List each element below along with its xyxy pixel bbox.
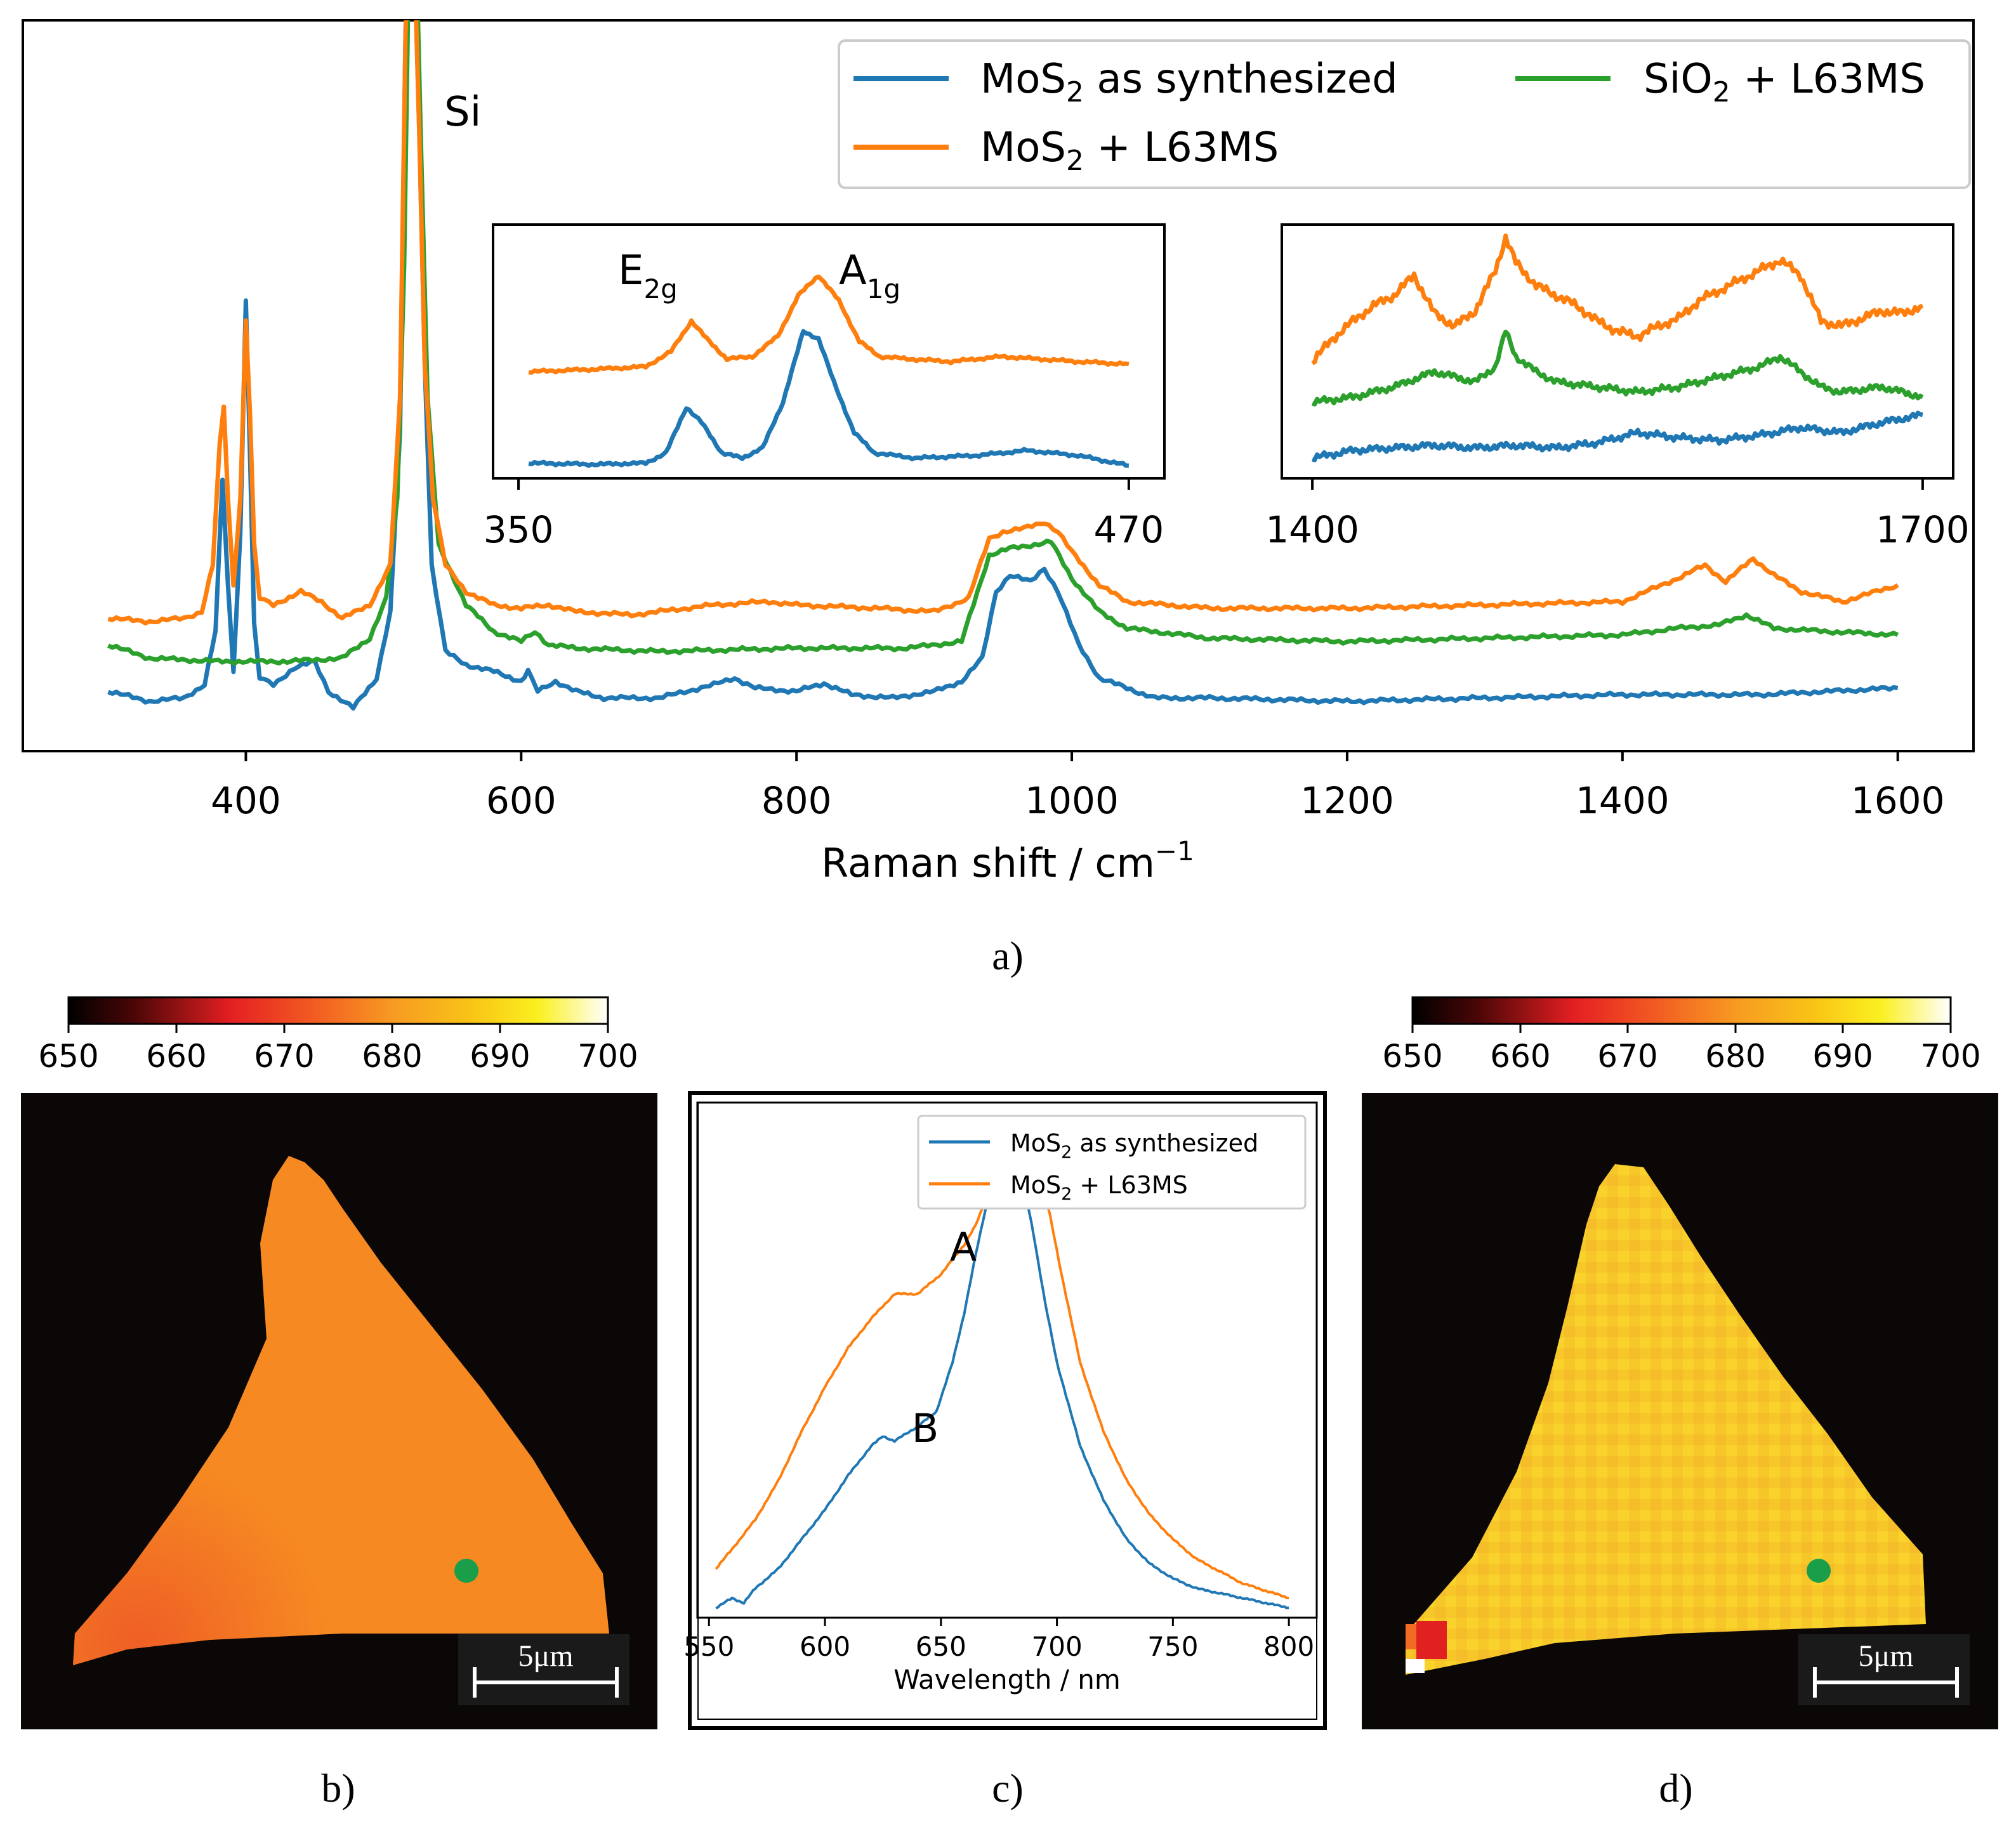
panel-d: 650 660 670 680 690 700 5μm (1362, 996, 1998, 1729)
x-tick-label: 1200 (1300, 779, 1394, 822)
caption-d: d) (1659, 1766, 1692, 1811)
si-peak-annotation: Si (444, 89, 481, 136)
caption-c: c) (992, 1766, 1024, 1811)
colorbar-label: 680 (362, 1038, 422, 1075)
map-b-corner-shading (73, 1156, 609, 1665)
panel-c-axes (696, 1101, 1318, 1619)
x-tick-label: 700 (1032, 1631, 1083, 1662)
measurement-point-dot (454, 1559, 478, 1583)
legend-c-frame (917, 1115, 1307, 1210)
legend-entry-mos2-l63ms: MoS2 + L63MS (980, 124, 1279, 177)
colorbar-label: 660 (146, 1038, 206, 1075)
x-tick-label: 600 (800, 1631, 850, 1662)
caption-a: a) (992, 933, 1024, 978)
inset-left-tick-label: 350 (484, 508, 554, 551)
x-tick-label: 800 (761, 779, 832, 822)
colorbar-label: 670 (1597, 1038, 1657, 1075)
x-axis-c: 550 600 650 700 750 800 (683, 1618, 1314, 1662)
e2g-peak-label: E2g (618, 247, 678, 305)
colorbar-label: 650 (1382, 1038, 1442, 1075)
legend-c: MoS2 as synthesized MoS2 + L63MS (917, 1115, 1307, 1210)
colorbar-b-ticks: 650 660 670 680 690 700 (38, 1024, 638, 1075)
x-tick-label: 1600 (1851, 779, 1945, 822)
colorbar-label: 690 (470, 1038, 530, 1075)
colorbar-label: 680 (1705, 1038, 1765, 1075)
map-d-flake (1406, 1164, 1926, 1675)
x-tick-label: 400 (211, 779, 281, 822)
inset-left-line-mos2-as-synthesized (528, 329, 1129, 468)
legend-entry-mos2-as-synthesized: MoS2 as synthesized (1010, 1129, 1258, 1162)
legend-frame (838, 39, 1971, 189)
colorbar-label: 670 (254, 1038, 314, 1075)
measurement-point-dot (1807, 1559, 1831, 1583)
colorbar-b (67, 996, 609, 1025)
inset-high-wavenumber: 1400 1700 (1265, 223, 1970, 551)
map-d-hotspot (1416, 1621, 1447, 1659)
map-d-hotspot-edge (1406, 1624, 1416, 1649)
peak-a-label: A (950, 1224, 977, 1270)
inset-right-tick-label: 1700 (1876, 508, 1970, 551)
x-axis-label-c: Wavelength / nm (893, 1664, 1121, 1695)
legend-entry-mos2-l63ms: MoS2 + L63MS (1010, 1171, 1188, 1204)
inset-left-line-mos2-l63ms (528, 274, 1130, 375)
x-tick-label: 1000 (1025, 779, 1119, 822)
inset-right-tick-label: 1400 (1265, 508, 1359, 551)
x-axis-label: Raman shift / cm−1 (821, 835, 1194, 886)
scalebar-d-box (1798, 1634, 1970, 1705)
scalebar-b-box (458, 1634, 629, 1705)
x-axis: 400 600 800 1000 1200 1400 1600 (211, 751, 1944, 822)
x-tick-label: 800 (1263, 1631, 1314, 1662)
x-tick-label: 600 (486, 779, 557, 822)
inset-left-tick-label: 470 (1094, 508, 1164, 551)
panel-c: A B MoS2 as synthesized MoS2 + L63MS 550… (683, 1091, 1327, 1730)
x-tick-label: 1400 (1576, 779, 1670, 822)
inset-right-line-sio2-l63ms (1312, 329, 1924, 407)
colorbar-label: 690 (1812, 1038, 1873, 1075)
panel-a: Si 400 600 800 1000 1200 1400 1600 Raman… (22, 19, 1975, 886)
inset-right-line-mos2-as-synthesized (1312, 410, 1923, 462)
series-line-mos2-l63ms (107, 20, 1899, 626)
legend-a: MoS2 as synthesized SiO2 + L63MS MoS2 + … (838, 39, 1971, 189)
a1g-peak-label: A1g (839, 247, 900, 305)
x-tick-label: 750 (1147, 1631, 1198, 1662)
colorbar-label: 700 (1920, 1038, 1980, 1075)
peak-b-label: B (912, 1405, 939, 1451)
legend-entry-sio2-l63ms: SiO2 + L63MS (1644, 56, 1925, 108)
legend-entry-mos2-as-synthesized: MoS2 as synthesized (980, 56, 1398, 108)
x-tick-label: 650 (916, 1631, 966, 1662)
colorbar-d-ticks: 650 660 670 680 690 700 (1382, 1024, 1981, 1075)
x-tick-label: 550 (683, 1631, 734, 1662)
caption-b: b) (321, 1766, 355, 1811)
colorbar-label: 650 (38, 1038, 98, 1075)
colorbar-label: 700 (577, 1038, 638, 1075)
panel-b: 650 660 670 680 690 700 5μm (21, 996, 657, 1729)
colorbar-label: 660 (1490, 1038, 1550, 1075)
scalebar-b-label: 5μm (518, 1639, 573, 1673)
inset-low-wavenumber: 350 470 E2g A1g (484, 223, 1166, 551)
inset-right-line-mos2-l63ms (1311, 233, 1924, 365)
series-line-mos2-as-synthesized (107, 20, 1899, 711)
scalebar-d-label: 5μm (1858, 1639, 1913, 1673)
colorbar-d (1411, 996, 1952, 1025)
inset-left-frame (492, 223, 1166, 480)
map-d-saturated-pixels (1406, 1659, 1425, 1673)
